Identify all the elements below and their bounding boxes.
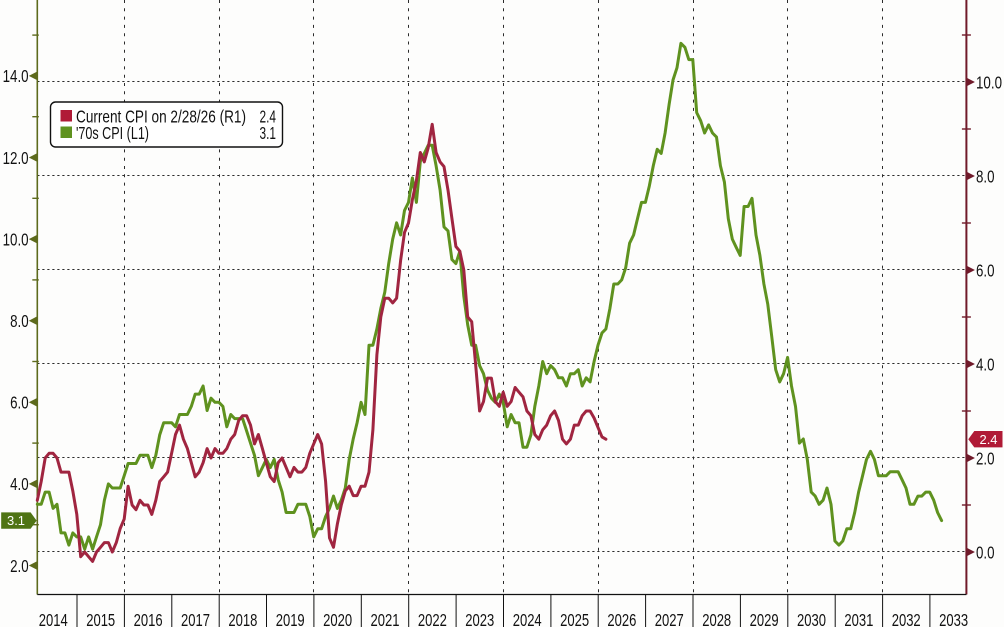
svg-text:2022: 2022 (418, 610, 447, 627)
svg-text:2016: 2016 (134, 610, 163, 627)
svg-text:6.0: 6.0 (976, 260, 995, 280)
svg-text:2024: 2024 (513, 610, 542, 627)
svg-text:2.0: 2.0 (10, 556, 29, 576)
svg-text:2021: 2021 (371, 610, 400, 627)
svg-text:2018: 2018 (228, 610, 257, 627)
svg-text:12.0: 12.0 (3, 148, 29, 168)
svg-text:4.0: 4.0 (976, 354, 995, 374)
svg-text:2025: 2025 (560, 610, 589, 627)
svg-text:2023: 2023 (465, 610, 494, 627)
svg-text:2017: 2017 (181, 610, 210, 627)
svg-text:'70s CPI (L1): '70s CPI (L1) (76, 123, 149, 143)
svg-text:2015: 2015 (86, 610, 115, 627)
svg-text:2.4: 2.4 (260, 107, 277, 127)
svg-text:2019: 2019 (276, 610, 305, 627)
svg-text:Current CPI on 2/28/26 (R1): Current CPI on 2/28/26 (R1) (76, 107, 246, 127)
svg-text:2030: 2030 (797, 610, 826, 627)
svg-text:8.0: 8.0 (10, 311, 29, 331)
svg-text:2027: 2027 (655, 610, 684, 627)
svg-text:10.0: 10.0 (3, 229, 29, 249)
svg-text:10.0: 10.0 (976, 72, 1002, 92)
svg-text:2020: 2020 (323, 610, 352, 627)
svg-text:3.1: 3.1 (260, 123, 277, 143)
svg-text:2.0: 2.0 (976, 448, 995, 468)
svg-text:2028: 2028 (702, 610, 731, 627)
svg-text:2032: 2032 (892, 610, 921, 627)
svg-text:8.0: 8.0 (976, 166, 995, 186)
svg-text:6.0: 6.0 (10, 393, 29, 413)
svg-text:2014: 2014 (39, 610, 68, 627)
svg-text:2029: 2029 (750, 610, 779, 627)
svg-text:2026: 2026 (607, 610, 636, 627)
svg-text:3.1: 3.1 (7, 514, 25, 528)
svg-text:4.0: 4.0 (10, 474, 29, 494)
svg-text:14.0: 14.0 (3, 66, 29, 86)
svg-text:2031: 2031 (844, 610, 873, 627)
svg-text:2.4: 2.4 (980, 433, 998, 447)
svg-text:0.0: 0.0 (976, 542, 995, 562)
svg-text:2033: 2033 (939, 610, 968, 627)
